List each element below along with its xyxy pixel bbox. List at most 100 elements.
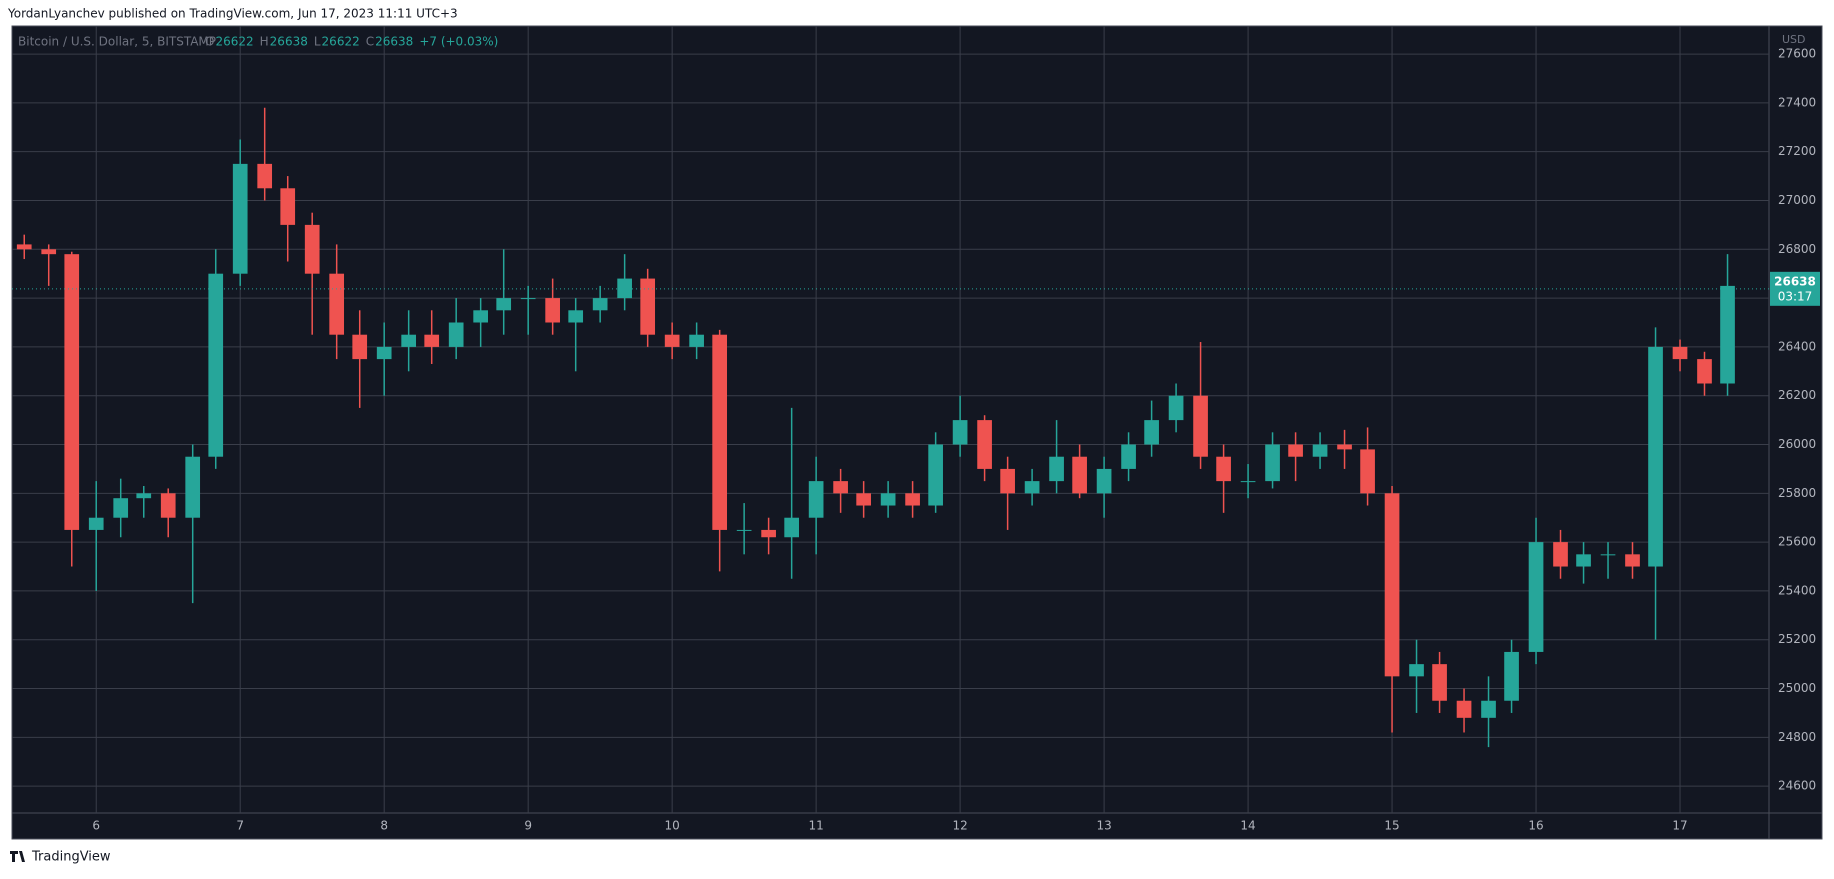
y-tick-label: 25400 — [1778, 583, 1816, 597]
last-price-box — [1770, 271, 1820, 306]
candle-body — [160, 493, 176, 518]
candle-body — [424, 334, 440, 347]
candle-body — [664, 334, 680, 347]
x-tick-label: 15 — [1384, 819, 1399, 833]
symbol: Bitcoin / U.S. Dollar, 5, BITSTAMP — [18, 35, 216, 49]
candle-body — [473, 310, 489, 323]
x-tick-label: 9 — [524, 819, 532, 833]
ohlc-key: O — [205, 35, 214, 49]
ohlc-value: 26622 — [322, 35, 360, 49]
y-tick-label: 27600 — [1778, 47, 1816, 61]
y-tick-label: 25600 — [1778, 535, 1816, 549]
candle-body — [1432, 664, 1447, 701]
candle-body — [257, 163, 273, 189]
candle-body — [1409, 664, 1424, 677]
candle-body — [329, 273, 345, 335]
candle-body — [1096, 468, 1112, 494]
candle-body — [1528, 542, 1544, 652]
x-tick-label: 16 — [1528, 819, 1543, 833]
candle-body — [1049, 456, 1064, 482]
candles — [16, 107, 1735, 748]
y-tick-label: 27200 — [1778, 144, 1816, 158]
candle-body — [1168, 395, 1184, 421]
candle-body — [520, 298, 536, 300]
last-price-label: 26638 — [1774, 274, 1816, 288]
candle-body — [1024, 481, 1040, 494]
candle-body — [880, 493, 896, 506]
candle-body — [1360, 449, 1375, 494]
candle-body — [1456, 700, 1472, 718]
candle-body — [1625, 554, 1640, 567]
candle-body — [1504, 651, 1519, 701]
candle-body — [808, 481, 824, 518]
candle-body — [88, 517, 104, 530]
candle-body — [41, 249, 57, 255]
x-tick-label: 12 — [952, 819, 967, 833]
candle-body — [448, 322, 464, 347]
ohlc-value: 26638 — [270, 35, 308, 49]
candle-body — [712, 334, 728, 530]
candle-body — [1265, 444, 1280, 482]
y-tick-label: 26400 — [1778, 339, 1816, 353]
candle-body — [1384, 493, 1400, 677]
candle-body — [280, 188, 296, 225]
candle-body — [833, 481, 848, 494]
candle-body — [1288, 444, 1303, 457]
y-tick-label: 24800 — [1778, 730, 1816, 744]
candle-body — [640, 278, 656, 335]
candle-body — [136, 493, 152, 499]
grid — [12, 26, 1769, 813]
candle-body — [1697, 359, 1712, 384]
candle-body — [1144, 420, 1159, 445]
candle-body — [232, 163, 248, 274]
byline: YordanLyanchev published on TradingView.… — [7, 7, 458, 21]
change: +7 (+0.03%) — [419, 35, 498, 49]
candle-body — [1576, 554, 1591, 567]
candle-body — [1072, 456, 1087, 494]
x-tick-label: 6 — [92, 819, 100, 833]
candle-body — [376, 346, 392, 360]
candle-body — [1193, 395, 1208, 457]
brand-logo — [10, 851, 25, 862]
y-tick-label: 26800 — [1778, 242, 1816, 256]
x-tick-label: 13 — [1096, 819, 1111, 833]
candle-body — [568, 310, 584, 323]
candle-body — [496, 298, 512, 311]
candle-body — [545, 298, 560, 323]
candle-body — [736, 529, 752, 531]
candle-body — [592, 298, 608, 311]
x-tick-label: 14 — [1240, 819, 1255, 833]
candle-body — [401, 334, 417, 347]
candle-body — [784, 517, 800, 538]
y-tick-label: 25000 — [1778, 681, 1816, 695]
ohlc-value: 26638 — [375, 35, 413, 49]
x-tick-label: 8 — [380, 819, 388, 833]
x-tick-label: 7 — [236, 819, 244, 833]
ohlc-key: L — [314, 35, 321, 49]
candle-body — [1312, 444, 1328, 457]
currency: USD — [1782, 33, 1806, 46]
candle-body — [1216, 456, 1231, 482]
y-tick-label: 27000 — [1778, 193, 1816, 207]
candle-body — [64, 254, 80, 530]
y-tick-label: 26200 — [1778, 388, 1816, 402]
y-tick-label: 25200 — [1778, 632, 1816, 646]
candle-body — [185, 456, 201, 518]
candle-body — [1240, 481, 1256, 483]
candle-body — [208, 273, 224, 457]
ohlc-value: 26622 — [215, 35, 253, 49]
candle-body — [761, 529, 776, 538]
x-tick-label: 17 — [1672, 819, 1687, 833]
candle-body — [16, 244, 32, 250]
candle-body — [856, 493, 871, 506]
chart-background — [11, 25, 1823, 840]
candle-body — [1600, 554, 1616, 556]
countdown: 03:17 — [1778, 289, 1813, 303]
y-tick-label: 25800 — [1778, 486, 1816, 500]
y-tick-label: 24600 — [1778, 779, 1816, 793]
candle-body — [1000, 468, 1015, 494]
candle-body — [928, 444, 943, 506]
candle-body — [113, 498, 129, 518]
y-tick-label: 27400 — [1778, 95, 1816, 109]
